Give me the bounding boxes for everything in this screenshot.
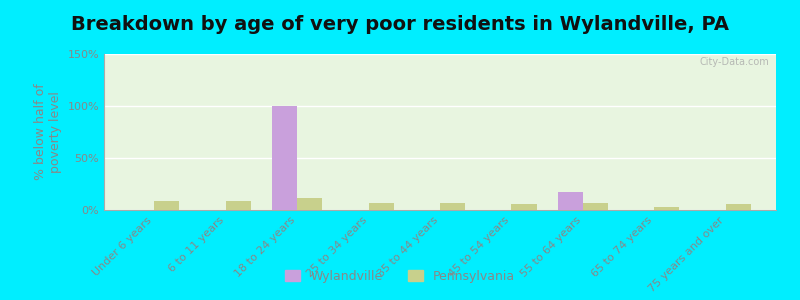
Bar [297, 197, 322, 210]
Bar [511, 204, 537, 210]
Text: Breakdown by age of very poor residents in Wylandville, PA: Breakdown by age of very poor residents … [71, 15, 729, 34]
Bar [654, 207, 679, 210]
Bar [369, 203, 394, 210]
Bar [226, 201, 250, 210]
Y-axis label: % below half of
poverty level: % below half of poverty level [34, 84, 62, 180]
Bar [440, 203, 465, 210]
Bar [558, 192, 583, 210]
Legend: Wylandville, Pennsylvania: Wylandville, Pennsylvania [280, 265, 520, 288]
Bar [726, 204, 751, 210]
Bar [272, 106, 297, 210]
Bar [583, 203, 608, 210]
Bar [154, 201, 179, 210]
Text: City-Data.com: City-Data.com [699, 57, 770, 67]
